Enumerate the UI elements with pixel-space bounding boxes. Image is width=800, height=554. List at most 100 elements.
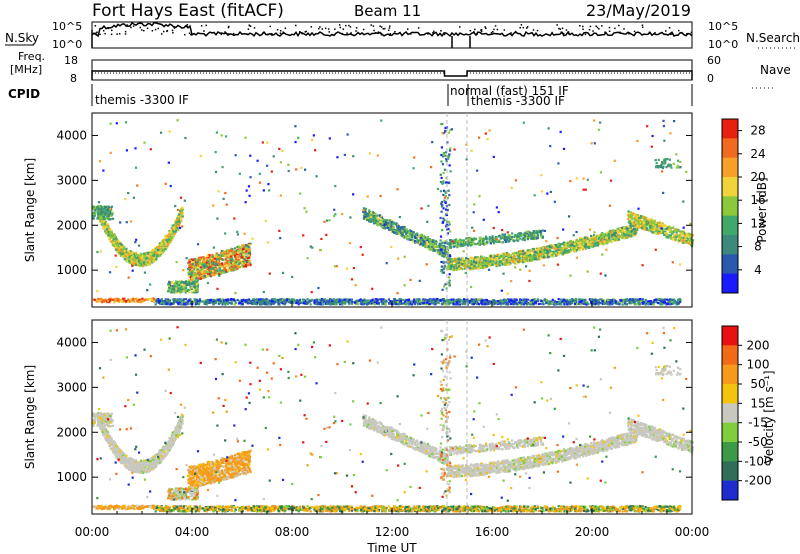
power-point bbox=[650, 302, 653, 306]
power-point bbox=[385, 300, 388, 303]
power-point bbox=[211, 273, 214, 276]
noise-point bbox=[372, 25, 375, 27]
power-point bbox=[156, 254, 159, 257]
power-point bbox=[97, 300, 100, 303]
power-point bbox=[186, 280, 190, 283]
power-point bbox=[279, 300, 283, 303]
power-point bbox=[105, 229, 108, 232]
noise-point bbox=[186, 25, 188, 28]
power-point bbox=[188, 273, 191, 276]
power-point bbox=[222, 301, 225, 304]
power-point bbox=[249, 263, 252, 267]
power-point bbox=[370, 214, 373, 217]
power-point bbox=[169, 240, 172, 243]
noise-point bbox=[558, 27, 560, 30]
power-point bbox=[102, 226, 105, 229]
power-point bbox=[675, 300, 678, 304]
power-point bbox=[191, 281, 194, 285]
power-point bbox=[223, 264, 226, 267]
power-point bbox=[483, 302, 487, 306]
power-point bbox=[339, 298, 342, 301]
noise-point bbox=[665, 30, 667, 32]
power-point bbox=[419, 237, 422, 241]
power-point bbox=[116, 242, 120, 245]
power-point bbox=[391, 226, 394, 229]
power-point bbox=[197, 276, 200, 280]
power-point bbox=[234, 301, 237, 304]
power-point bbox=[315, 302, 318, 306]
power-point bbox=[566, 298, 569, 302]
power-point bbox=[363, 300, 366, 303]
power-point bbox=[434, 242, 437, 246]
power-point bbox=[104, 213, 107, 216]
power-point bbox=[241, 303, 244, 306]
power-point bbox=[439, 242, 442, 245]
cpid-label: CPID bbox=[8, 87, 40, 101]
power-point bbox=[242, 298, 245, 301]
noise-point bbox=[342, 28, 345, 30]
power-point bbox=[621, 300, 625, 303]
power-point bbox=[215, 298, 219, 301]
power-point bbox=[558, 301, 561, 304]
power-point bbox=[450, 298, 453, 301]
power-point bbox=[153, 255, 157, 259]
power-point bbox=[225, 258, 228, 262]
power-point bbox=[216, 255, 220, 259]
power-point bbox=[173, 232, 176, 235]
power-point bbox=[95, 300, 98, 303]
power-point bbox=[570, 302, 574, 305]
power-point bbox=[520, 303, 523, 306]
power-point bbox=[157, 245, 160, 249]
power-point bbox=[247, 246, 250, 249]
power-point bbox=[283, 298, 286, 301]
power-point bbox=[644, 298, 647, 302]
power-point bbox=[183, 282, 186, 286]
power-point bbox=[128, 254, 131, 257]
power-point bbox=[378, 298, 381, 301]
power-point bbox=[235, 259, 239, 262]
power-point bbox=[196, 273, 199, 276]
power-point bbox=[198, 298, 202, 301]
power-point bbox=[225, 269, 228, 272]
power-point bbox=[634, 303, 637, 306]
power-point bbox=[138, 300, 141, 303]
power-point bbox=[392, 221, 396, 224]
power-point bbox=[129, 259, 132, 262]
power-point bbox=[210, 267, 213, 270]
power-point bbox=[414, 239, 417, 243]
power-point bbox=[645, 302, 648, 305]
power-point bbox=[379, 219, 382, 222]
power-point bbox=[410, 300, 414, 303]
power-point bbox=[233, 254, 237, 257]
power-point bbox=[403, 228, 406, 231]
noise-point bbox=[232, 32, 235, 35]
power-point bbox=[645, 300, 648, 304]
power-point bbox=[144, 264, 147, 267]
power-point bbox=[232, 265, 235, 269]
power-point bbox=[598, 301, 601, 304]
power-point bbox=[305, 302, 309, 305]
power-point bbox=[221, 258, 224, 261]
power-point bbox=[398, 229, 401, 232]
power-point bbox=[486, 298, 489, 302]
power-point bbox=[300, 301, 303, 304]
noise-point bbox=[348, 24, 350, 27]
power-point bbox=[359, 298, 362, 301]
power-point bbox=[197, 273, 200, 276]
power-point bbox=[143, 252, 146, 255]
power-point bbox=[93, 208, 96, 211]
power-point bbox=[206, 272, 210, 275]
power-point bbox=[333, 303, 337, 306]
power-point bbox=[362, 207, 365, 210]
power-point bbox=[153, 298, 156, 301]
power-point bbox=[401, 229, 404, 233]
nsky-label: N.Sky bbox=[5, 31, 39, 45]
power-point bbox=[226, 301, 229, 305]
power-point bbox=[317, 301, 320, 304]
power-point bbox=[383, 227, 387, 230]
noise-point bbox=[370, 24, 373, 26]
power-point bbox=[230, 247, 233, 250]
power-point bbox=[373, 222, 376, 225]
power-point bbox=[406, 237, 409, 240]
noise-point bbox=[484, 26, 486, 28]
